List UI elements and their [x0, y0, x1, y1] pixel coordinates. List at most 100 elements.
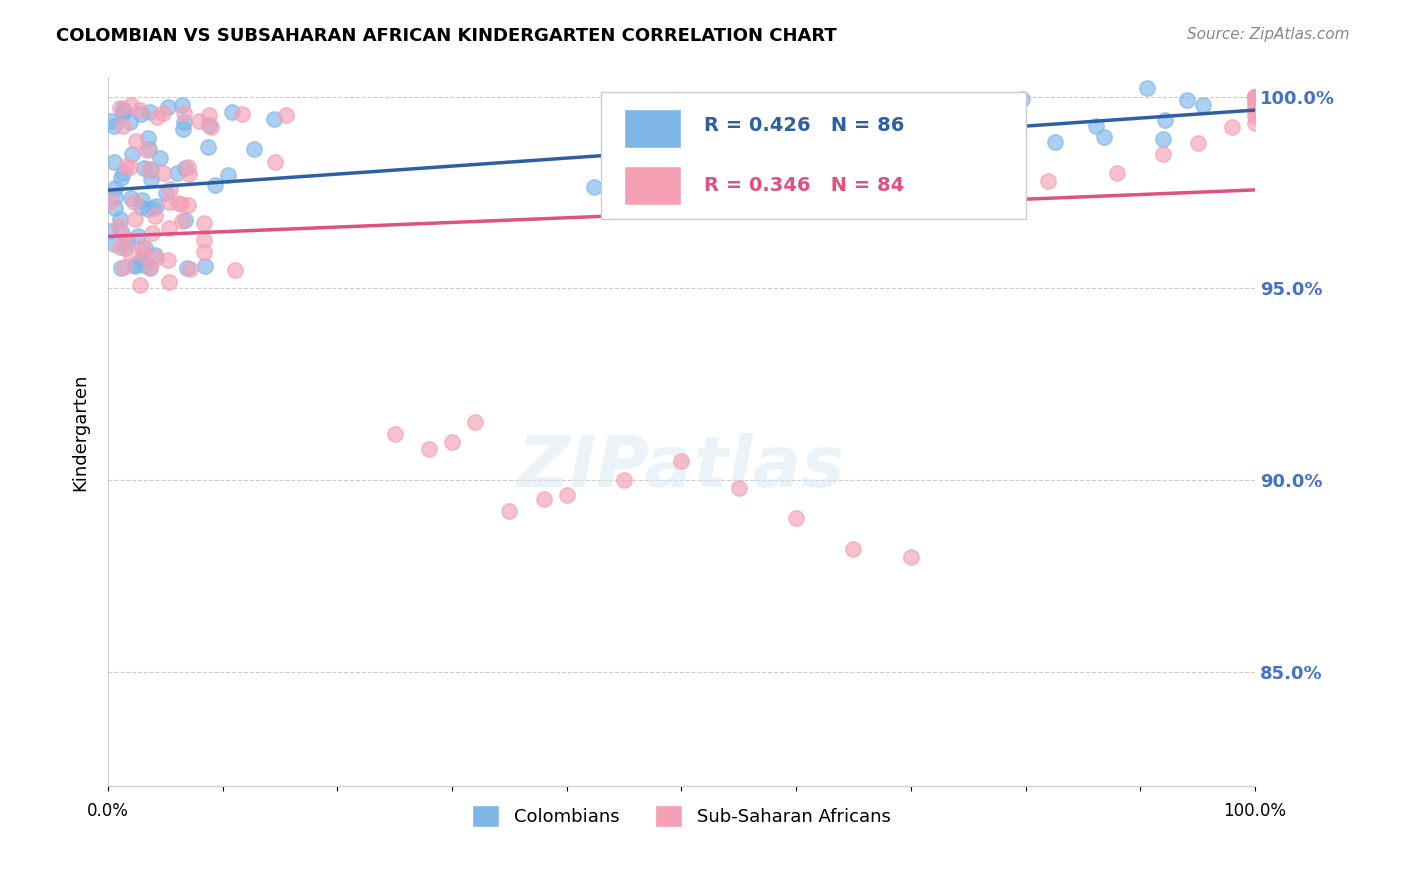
Sub-Saharan Africans: [498, 503, 520, 517]
Colombians: [138, 142, 160, 156]
Colombians: [139, 172, 162, 186]
Sub-Saharan Africans: [170, 214, 193, 228]
Sub-Saharan Africans: [112, 120, 135, 134]
Text: R = 0.346   N = 84: R = 0.346 N = 84: [704, 176, 904, 194]
Colombians: [751, 170, 773, 185]
Colombians: [149, 151, 172, 165]
Colombians: [139, 261, 162, 276]
Colombians: [131, 254, 153, 268]
Colombians: [103, 120, 125, 134]
Sub-Saharan Africans: [179, 167, 201, 181]
Colombians: [110, 171, 132, 186]
Sub-Saharan Africans: [1107, 166, 1129, 180]
Sub-Saharan Africans: [991, 186, 1014, 200]
Sub-Saharan Africans: [1187, 136, 1209, 150]
Sub-Saharan Africans: [157, 276, 180, 290]
Sub-Saharan Africans: [785, 511, 807, 525]
Sub-Saharan Africans: [1244, 89, 1267, 103]
Sub-Saharan Africans: [139, 260, 162, 274]
Colombians: [1175, 93, 1198, 107]
Sub-Saharan Africans: [613, 473, 636, 487]
Colombians: [129, 107, 152, 121]
Sub-Saharan Africans: [157, 253, 180, 268]
Colombians: [583, 179, 606, 194]
Colombians: [136, 131, 159, 145]
Colombians: [139, 163, 162, 178]
Sub-Saharan Africans: [1244, 94, 1267, 108]
Sub-Saharan Africans: [1244, 89, 1267, 103]
Colombians: [112, 165, 135, 179]
Colombians: [108, 211, 131, 226]
Colombians: [741, 144, 763, 158]
Colombians: [136, 202, 159, 216]
Y-axis label: Kindergarten: Kindergarten: [72, 373, 89, 491]
Colombians: [166, 166, 188, 180]
Sub-Saharan Africans: [125, 134, 148, 148]
Sub-Saharan Africans: [188, 114, 211, 128]
Colombians: [104, 189, 127, 203]
Colombians: [110, 261, 132, 276]
Colombians: [1085, 119, 1108, 133]
Sub-Saharan Africans: [1152, 147, 1174, 161]
Sub-Saharan Africans: [157, 221, 180, 235]
Colombians: [174, 161, 197, 176]
Colombians: [127, 228, 149, 243]
Colombians: [132, 258, 155, 272]
Sub-Saharan Africans: [100, 194, 122, 208]
Sub-Saharan Africans: [108, 101, 131, 115]
Sub-Saharan Africans: [193, 233, 215, 247]
Colombians: [155, 186, 177, 200]
Sub-Saharan Africans: [198, 108, 221, 122]
Colombians: [751, 144, 773, 158]
Sub-Saharan Africans: [1244, 89, 1267, 103]
Sub-Saharan Africans: [124, 211, 146, 226]
Sub-Saharan Africans: [1220, 120, 1243, 135]
Sub-Saharan Africans: [1244, 89, 1267, 103]
Colombians: [675, 176, 697, 190]
Sub-Saharan Africans: [671, 453, 693, 467]
Sub-Saharan Africans: [418, 442, 440, 457]
Colombians: [1136, 81, 1159, 95]
Sub-Saharan Africans: [169, 197, 191, 211]
Text: COLOMBIAN VS SUBSAHARAN AFRICAN KINDERGARTEN CORRELATION CHART: COLOMBIAN VS SUBSAHARAN AFRICAN KINDERGA…: [56, 27, 837, 45]
Text: ZIPatlas: ZIPatlas: [517, 433, 845, 502]
Colombians: [124, 260, 146, 274]
Sub-Saharan Africans: [120, 246, 142, 260]
Sub-Saharan Africans: [112, 260, 135, 274]
Colombians: [131, 194, 153, 208]
Sub-Saharan Africans: [1244, 109, 1267, 123]
Sub-Saharan Africans: [1244, 104, 1267, 119]
Sub-Saharan Africans: [900, 549, 922, 564]
Sub-Saharan Africans: [145, 252, 167, 266]
Text: R = 0.426   N = 86: R = 0.426 N = 86: [704, 116, 904, 135]
Colombians: [111, 105, 134, 120]
Colombians: [765, 162, 787, 177]
Sub-Saharan Africans: [464, 416, 486, 430]
Colombians: [803, 120, 825, 134]
Colombians: [103, 237, 125, 252]
Sub-Saharan Africans: [727, 481, 749, 495]
Sub-Saharan Africans: [1244, 101, 1267, 115]
Sub-Saharan Africans: [146, 110, 169, 124]
Sub-Saharan Africans: [842, 541, 865, 556]
Colombians: [112, 102, 135, 116]
Sub-Saharan Africans: [231, 107, 253, 121]
Sub-Saharan Africans: [1244, 116, 1267, 130]
Colombians: [1043, 135, 1066, 149]
Colombians: [174, 212, 197, 227]
Colombians: [115, 235, 138, 249]
Sub-Saharan Africans: [200, 120, 222, 135]
Colombians: [956, 108, 979, 122]
Colombians: [138, 105, 160, 120]
Sub-Saharan Africans: [135, 143, 157, 157]
Colombians: [221, 104, 243, 119]
Sub-Saharan Africans: [122, 195, 145, 210]
Colombians: [1011, 92, 1033, 106]
Colombians: [124, 258, 146, 272]
Sub-Saharan Africans: [131, 240, 153, 254]
Colombians: [134, 241, 156, 255]
Colombians: [121, 147, 143, 161]
Sub-Saharan Africans: [193, 245, 215, 260]
Colombians: [120, 192, 142, 206]
Sub-Saharan Africans: [157, 195, 180, 210]
